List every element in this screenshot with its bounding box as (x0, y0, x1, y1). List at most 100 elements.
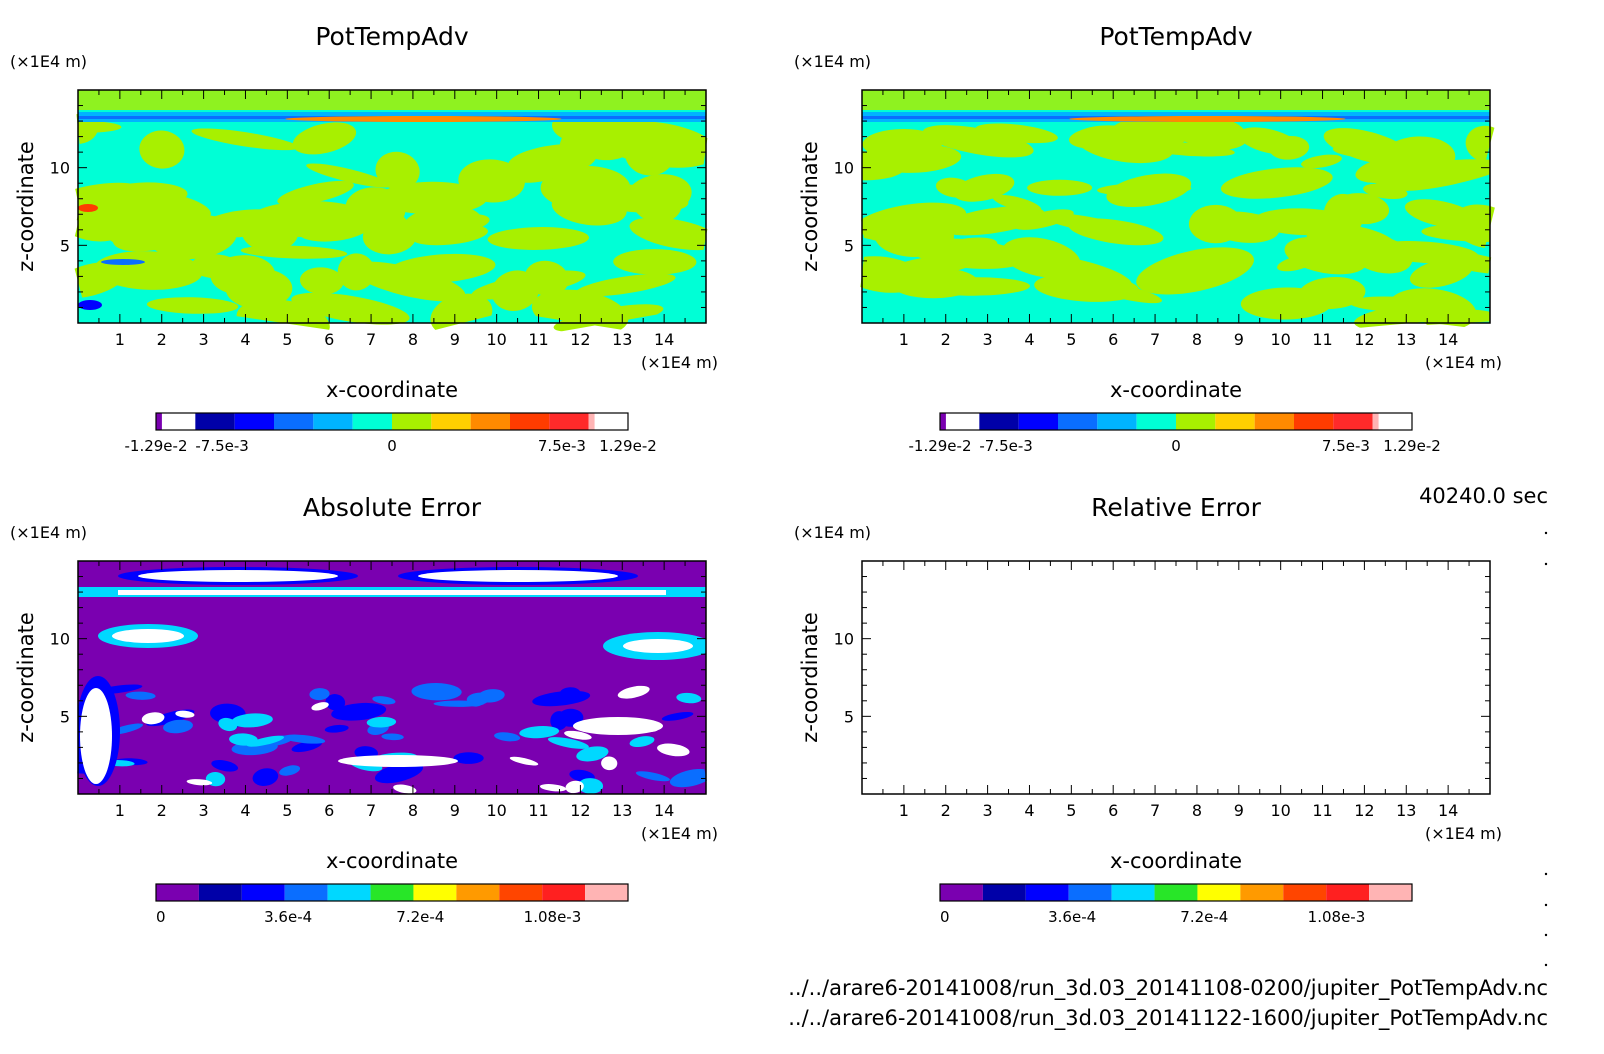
contour-patch (1363, 183, 1408, 200)
x-unit-label: (×1E4 m) (1425, 353, 1502, 372)
x-tick-label: 6 (1108, 801, 1118, 820)
colorbar-label: 3.6e-4 (264, 908, 312, 926)
colorbar-segment (585, 884, 628, 901)
colorbar-segment (1018, 413, 1058, 430)
x-tick-label: 5 (282, 801, 292, 820)
file-path-2: ../../arare6-20141008/run_3d.03_20141122… (788, 1006, 1548, 1031)
x-tick-label: 4 (1024, 801, 1034, 820)
contour-patch (922, 125, 1034, 158)
contour-patch (210, 255, 276, 295)
colorbar-segment (313, 413, 353, 430)
x-tick-label: 5 (1066, 801, 1076, 820)
x-tick-label: 6 (324, 801, 334, 820)
colorbar-segment (1215, 413, 1255, 430)
contour-patch (1349, 296, 1435, 312)
contour-patch (1301, 154, 1342, 169)
top-band-green (862, 90, 1490, 110)
contour-patch (1207, 211, 1280, 243)
y-unit-label: (×1E4 m) (10, 523, 87, 542)
colorbar-segment (982, 884, 1026, 901)
x-axis-label: x-coordinate (326, 849, 458, 873)
panel-title: PotTempAdv (315, 22, 468, 51)
contour-patch (324, 724, 349, 733)
error-cluster (112, 629, 184, 643)
contour-patch (186, 779, 213, 786)
contour-patch (175, 710, 195, 718)
contour-patch (953, 173, 1015, 202)
x-tick-label: 9 (450, 330, 460, 349)
x-tick-label: 13 (612, 801, 632, 820)
contour-patch (146, 297, 239, 314)
contour-patch (629, 736, 655, 748)
x-tick-label: 3 (199, 801, 209, 820)
colorbar-segment (156, 413, 162, 430)
contour-patch (657, 743, 690, 757)
colorbar-segment (241, 884, 285, 901)
x-tick-label: 7 (366, 330, 376, 349)
y-unit-label: (×1E4 m) (10, 52, 87, 71)
contour-patch (617, 685, 650, 699)
colorbar-segment (1097, 413, 1137, 430)
contour-patch (231, 713, 273, 728)
error-band (118, 590, 666, 595)
colorbar-segment (1154, 884, 1198, 901)
y-axis-label: z-coordinate (14, 612, 38, 743)
x-tick-label: 12 (570, 330, 590, 349)
contour-patch (309, 688, 330, 701)
contour-patch (141, 712, 165, 725)
colorbar-segment (456, 884, 500, 901)
contour-patch (613, 249, 697, 275)
x-tick-label: 11 (528, 801, 548, 820)
contour-patch (1013, 209, 1074, 230)
x-tick-label: 2 (157, 330, 167, 349)
contour-patch (163, 719, 193, 734)
colorbar-segment (499, 884, 543, 901)
contour-patch (676, 692, 702, 704)
contour-patch (559, 687, 581, 700)
x-unit-label: (×1E4 m) (1425, 824, 1502, 843)
contour-patch (648, 136, 696, 164)
y-tick-label: 5 (60, 236, 70, 255)
contour-patch (125, 691, 156, 700)
contour-patch (509, 756, 539, 766)
colorbar-segment (1333, 413, 1373, 430)
colorbar-segment (413, 884, 457, 901)
x-unit-label: (×1E4 m) (641, 353, 718, 372)
x-tick-label: 9 (450, 801, 460, 820)
contour-patch (626, 174, 692, 216)
colorbar-segment (940, 884, 983, 901)
colorbar-label: 7.2e-4 (396, 908, 444, 926)
contour-patch (331, 702, 387, 721)
colorbar-segment (1372, 413, 1379, 430)
x-tick-label: 4 (240, 801, 250, 820)
time-label: 40240.0 sec (1419, 484, 1548, 508)
colorbar-label: -7.5e-3 (979, 437, 1032, 455)
x-tick-label: 7 (366, 801, 376, 820)
x-tick-label: 14 (1438, 330, 1458, 349)
contour-patch (1027, 179, 1093, 196)
contour-patch (1404, 199, 1479, 229)
colorbar-segment (1197, 884, 1241, 901)
contour-patch (372, 696, 396, 705)
y-tick-label: 10 (50, 630, 70, 649)
x-axis-label: x-coordinate (326, 378, 458, 402)
y-tick-label: 5 (844, 236, 854, 255)
file-path-1: ../../arare6-20141008/run_3d.03_20141108… (788, 976, 1548, 1001)
x-tick-label: 6 (324, 330, 334, 349)
contour-patch (211, 760, 239, 772)
contour-patch (1136, 247, 1254, 295)
x-tick-label: 8 (408, 801, 418, 820)
y-axis-label: z-coordinate (14, 141, 38, 272)
contour-patch (661, 711, 694, 721)
contour-patch (1106, 173, 1192, 208)
contour-patch (246, 735, 285, 747)
colorbar-label: -1.29e-2 (125, 437, 188, 455)
contour-patch (1240, 287, 1332, 320)
contour-patch (311, 702, 329, 711)
colorbar-segment (1254, 413, 1294, 430)
contour-patch (576, 746, 609, 762)
contour-patch (975, 123, 1058, 144)
contour-patch (191, 128, 299, 151)
edge-hotspot (78, 204, 98, 212)
x-tick-label: 14 (654, 330, 674, 349)
